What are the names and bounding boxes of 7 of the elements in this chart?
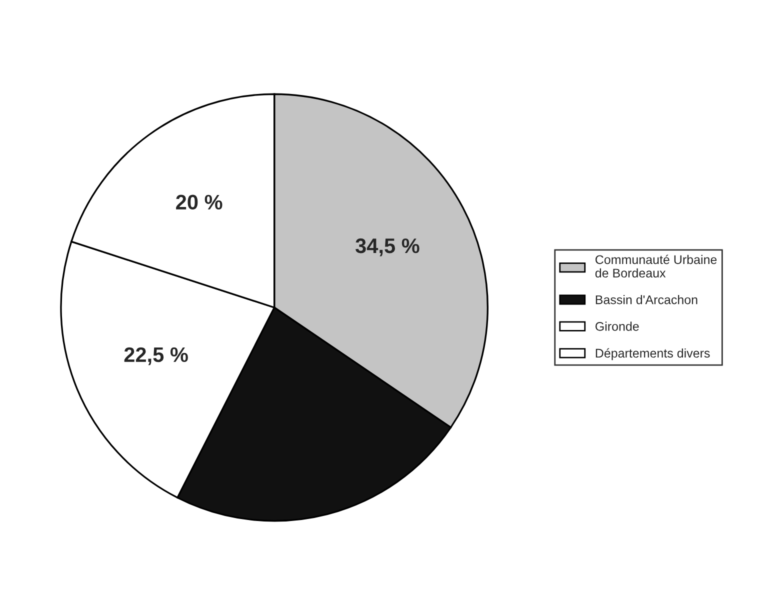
data-label: 34,5 % bbox=[356, 238, 420, 256]
data-label: 20 % bbox=[176, 194, 222, 210]
data-label: 22,5 % bbox=[124, 347, 188, 366]
legend-label: Gironde bbox=[596, 322, 639, 331]
legend-label: Communauté Urbaine de Bordeaux bbox=[595, 254, 717, 278]
legend-label: Départements divers bbox=[596, 348, 710, 360]
legend-label: Bassin d'Arcachon bbox=[596, 295, 698, 304]
